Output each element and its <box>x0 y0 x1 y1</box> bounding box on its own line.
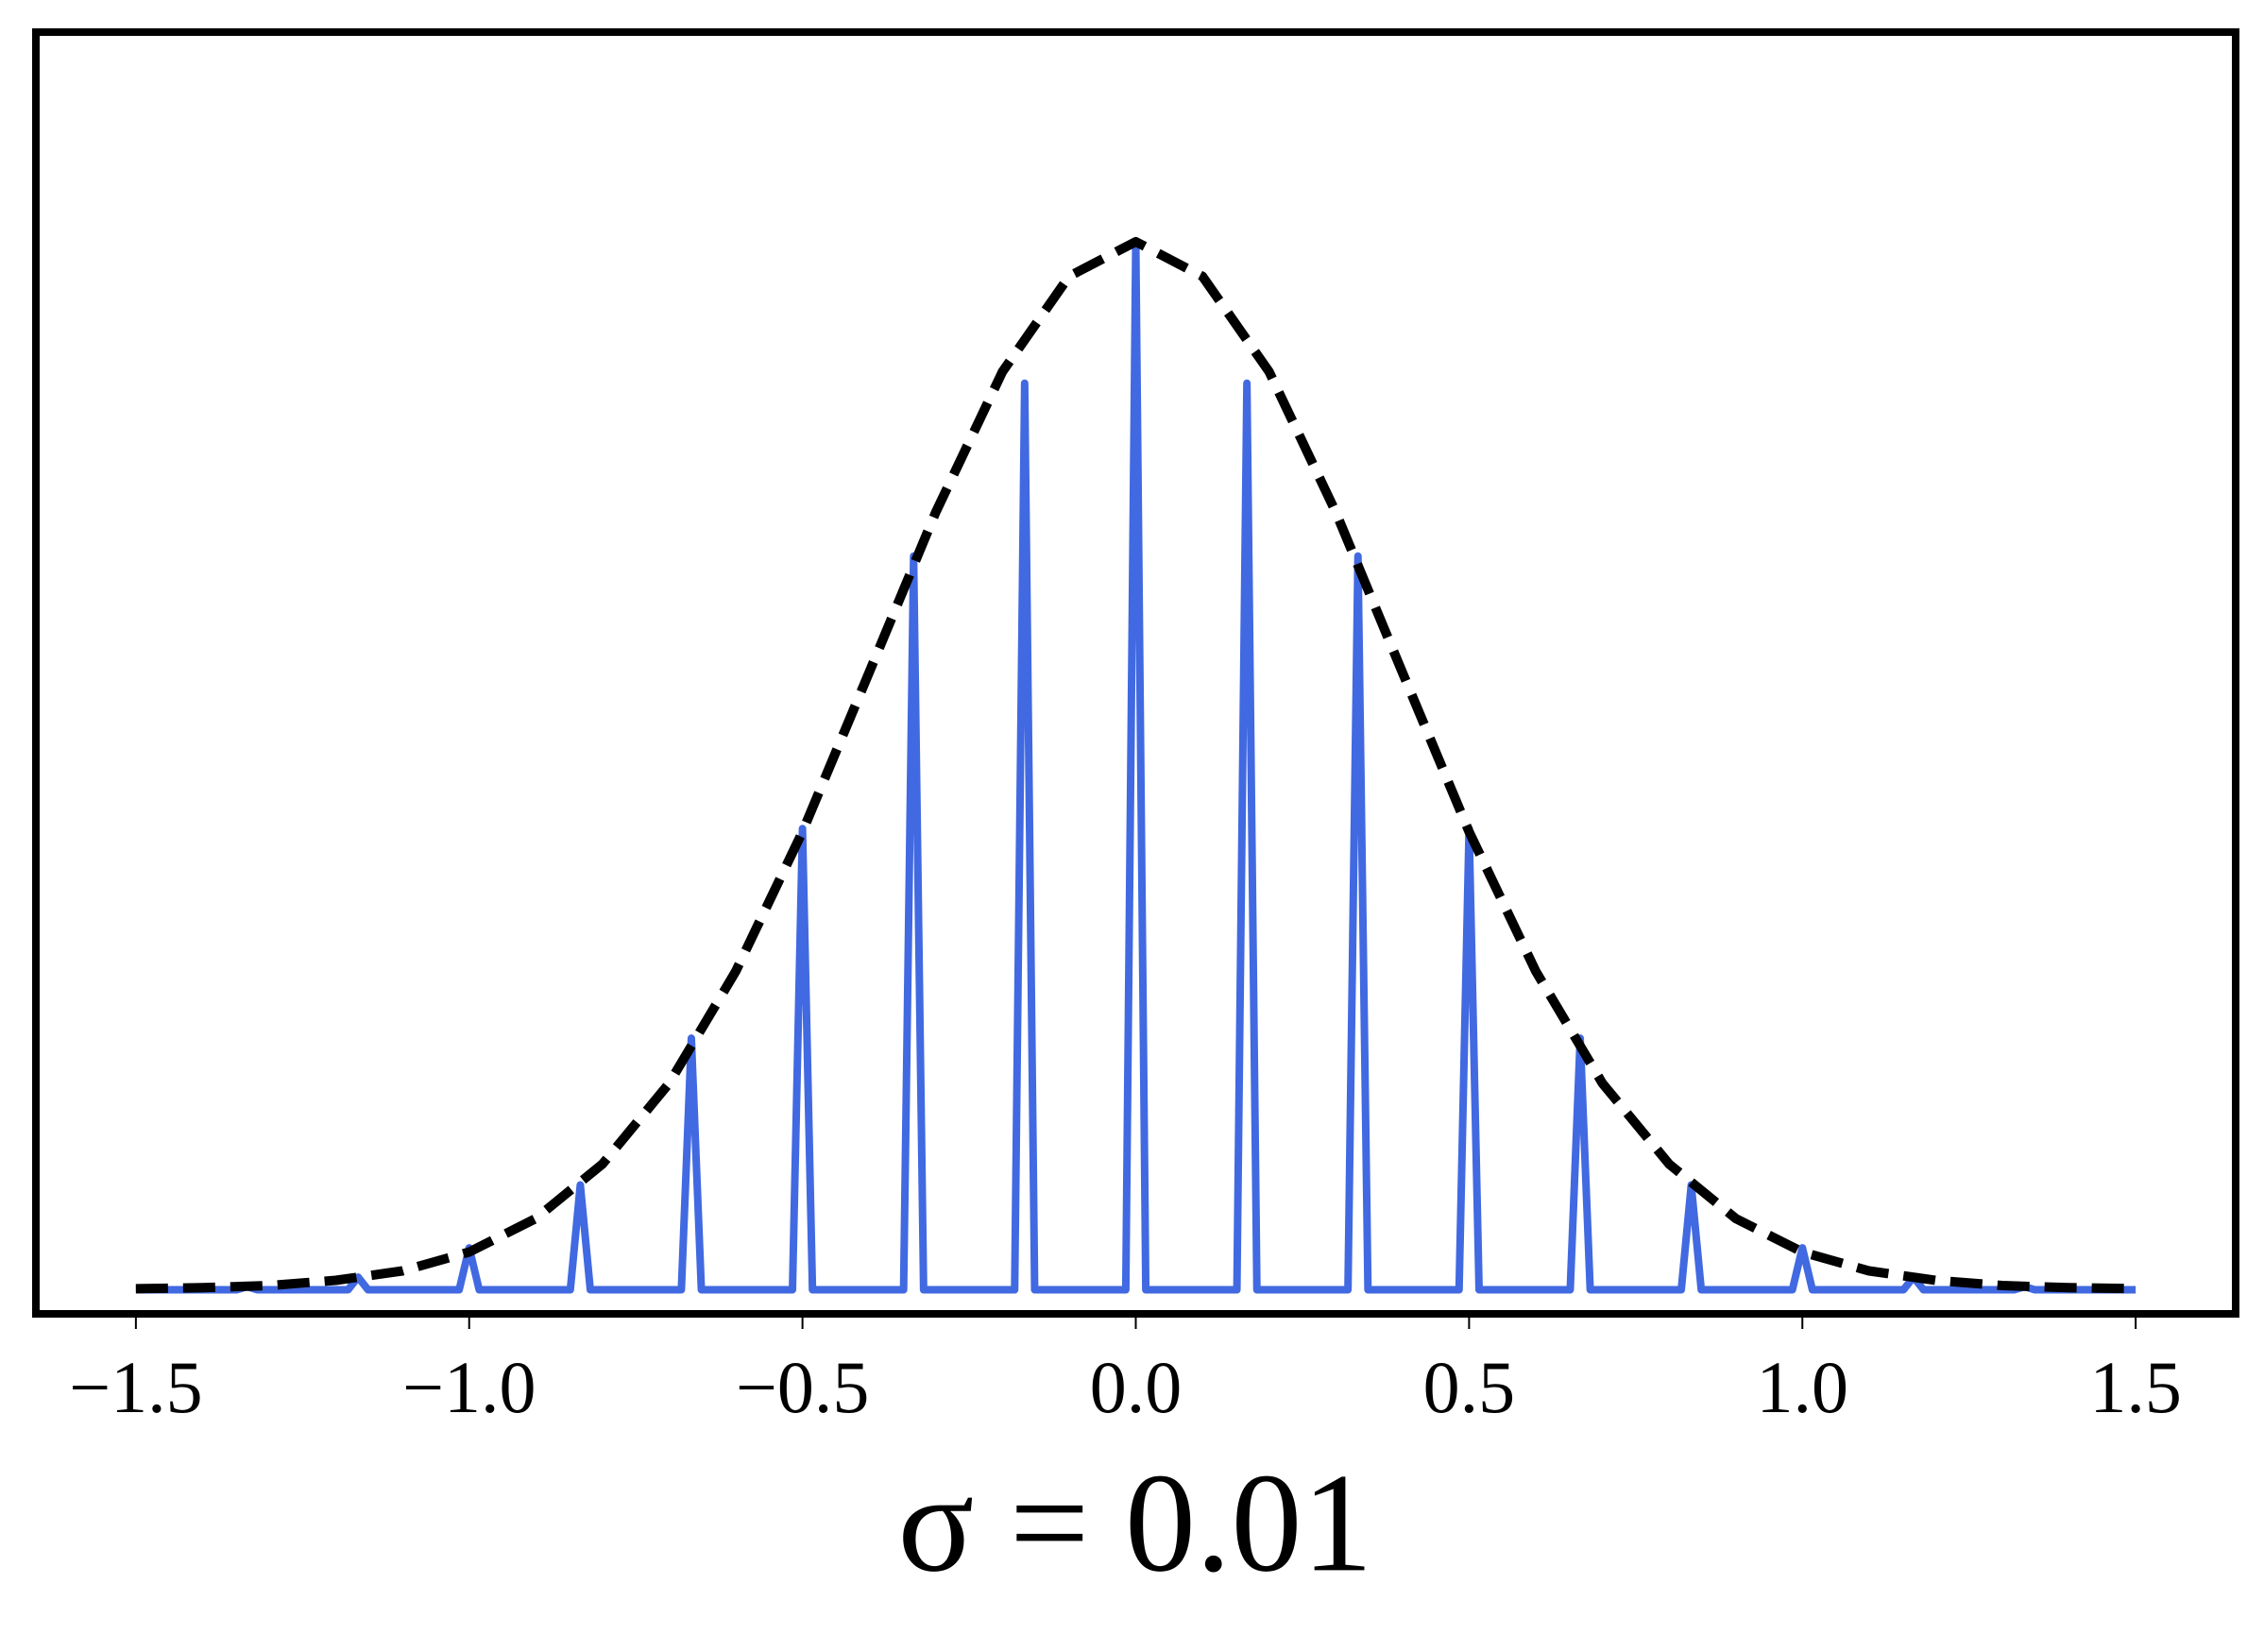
envelope-line <box>135 236 2136 1294</box>
x-tick-label: 0.0 <box>1090 1346 1183 1428</box>
x-tick-label: 0.5 <box>1423 1346 1516 1428</box>
x-axis-label: σ = 0.01 <box>898 1444 1373 1601</box>
x-tick-label: −1.0 <box>402 1346 536 1428</box>
data-line <box>135 237 2136 1294</box>
x-tick-label: 1.0 <box>1757 1346 1849 1428</box>
x-tick-label: −1.5 <box>69 1346 203 1428</box>
x-tick-label: −0.5 <box>736 1346 870 1428</box>
plot-frame <box>32 28 2239 1318</box>
x-tick-label: 1.5 <box>2089 1346 2182 1428</box>
